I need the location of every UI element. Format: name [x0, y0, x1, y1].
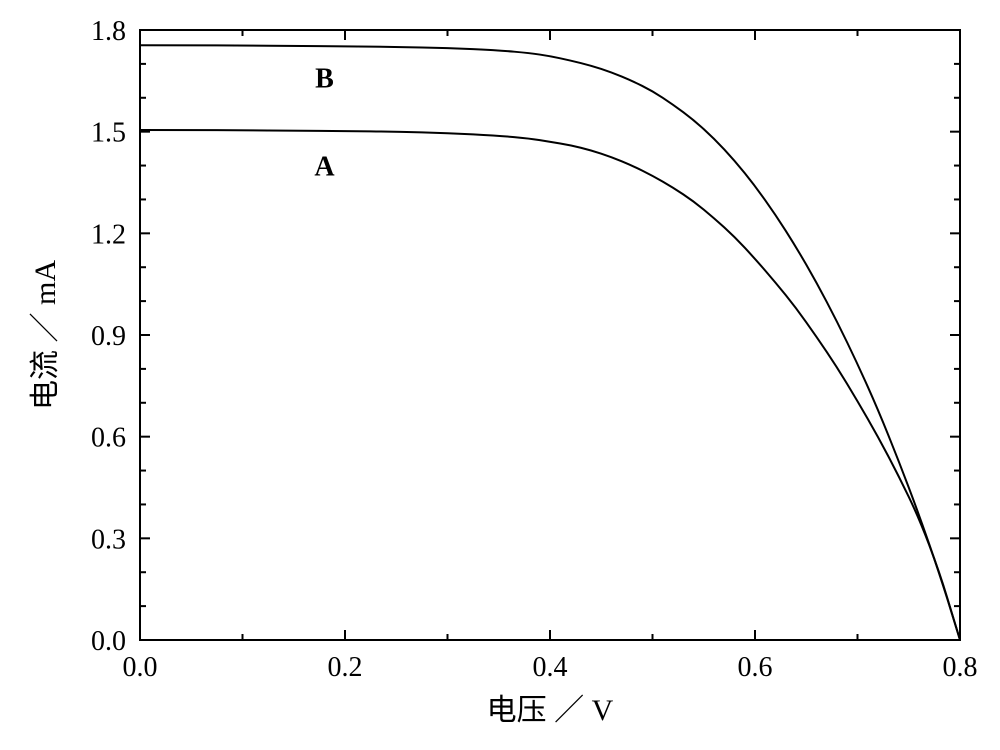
- x-axis-label: 电压 ／ V: [487, 694, 614, 727]
- svg-text:0.6: 0.6: [738, 652, 773, 683]
- svg-text:0.4: 0.4: [533, 652, 568, 683]
- svg-text:0.3: 0.3: [91, 524, 126, 555]
- chart-svg: 0.0 0.2 0.4 0.6 0.8 0.0 0.3 0.6 0.9 1.2 1.5 1.8 电压 ／…: [0, 0, 1000, 750]
- svg-text:1.2: 1.2: [91, 219, 126, 250]
- svg-text:0.8: 0.8: [943, 652, 978, 683]
- svg-text:0.6: 0.6: [91, 423, 126, 454]
- svg-text:1.8: 1.8: [91, 16, 126, 47]
- y-axis-label: 电流 ／ mA: [29, 260, 62, 410]
- series-label-B: B: [315, 63, 334, 94]
- svg-text:0.9: 0.9: [91, 321, 126, 352]
- svg-text:0.0: 0.0: [91, 626, 126, 657]
- svg-text:0.0: 0.0: [123, 652, 158, 683]
- iv-chart: 0.0 0.2 0.4 0.6 0.8 0.0 0.3 0.6 0.9 1.2 1.5 1.8 电压 ／…: [0, 0, 1000, 750]
- svg-text:1.5: 1.5: [91, 118, 126, 149]
- svg-text:0.2: 0.2: [328, 652, 363, 683]
- series-label-A: A: [314, 152, 335, 183]
